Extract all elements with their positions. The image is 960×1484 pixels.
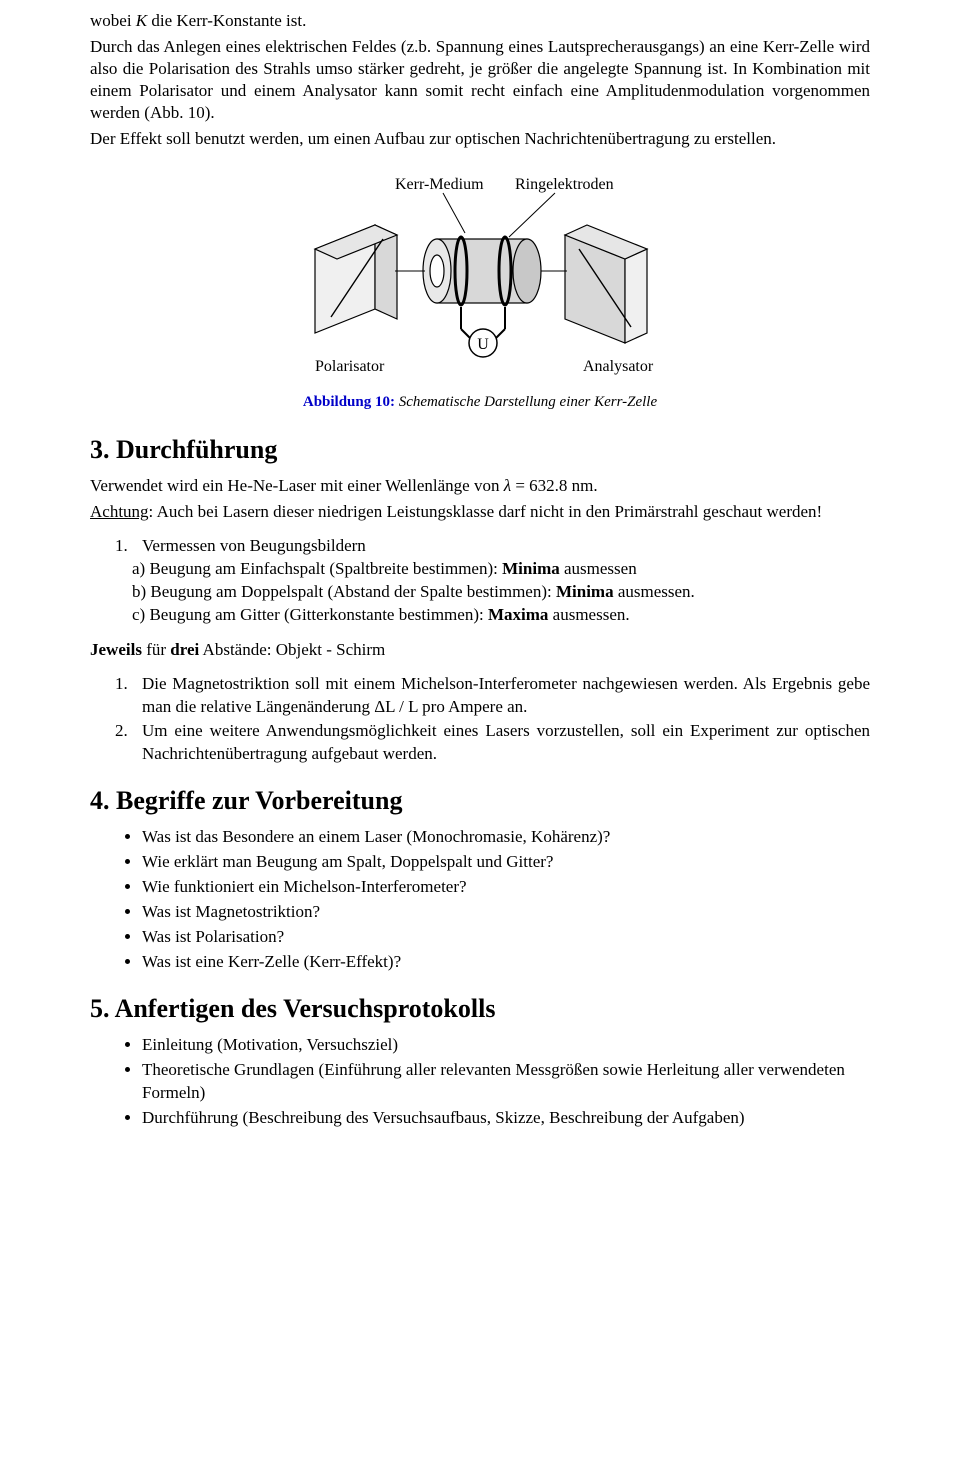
label-kerr-medium: Kerr-Medium [395,176,484,193]
section-5-title: 5. Anfertigen des Versuchsprotokolls [90,994,870,1024]
list-item: Wie erklärt man Beugung am Spalt, Doppel… [142,851,870,874]
text: = 632.8 nm. [511,476,598,495]
section-3-p1: Verwendet wird ein He-Ne-Laser mit einer… [90,475,870,497]
u-label: U [477,336,489,353]
list-item: Um eine weitere Anwendungsmöglichkeit ei… [132,720,870,766]
achtung-label: Achtung [90,502,149,521]
label-analysator: Analysator [583,358,654,375]
bold-minima: Minima [502,559,560,578]
text: pro Ampere an. [418,697,528,716]
lambda-symbol: λ [504,476,511,495]
list-item: Was ist Polarisation? [142,926,870,949]
intro-paragraph-3: Der Effekt soll benutzt werden, um einen… [90,128,870,150]
section-3-list-1: Vermessen von Beugungsbildern a) Beugung… [90,535,870,627]
text: ausmessen. [614,582,695,601]
list-item: Theoretische Grundlagen (Einführung alle… [142,1059,870,1105]
bold-minima: Minima [556,582,614,601]
kerr-cell-diagram-icon: U Kerr-Medium Ringelektroden Polarisator… [265,169,695,379]
intro-line-1: wobei K die Kerr-Konstante ist. [90,10,870,32]
page: wobei K die Kerr-Konstante ist. Durch da… [0,0,960,1484]
list-item: Einleitung (Motivation, Versuchsziel) [142,1034,870,1057]
bold-maxima: Maxima [488,605,548,624]
text: ausmessen. [548,605,629,624]
text: b) Beugung am Doppelspalt (Abstand der S… [132,582,556,601]
section-3-midline: Jeweils für drei Abstände: Objekt - Schi… [90,639,870,661]
text: Vermessen von Beugungsbildern [142,536,366,555]
text: ausmessen [560,559,637,578]
list-item: Durchführung (Beschreibung des Versuchsa… [142,1107,870,1130]
sublist: a) Beugung am Einfachspalt (Spaltbreite … [132,558,870,627]
list-item: Was ist Magnetostriktion? [142,901,870,924]
text: ΔL / L [374,697,418,716]
sub-c: c) Beugung am Gitter (Gitterkonstante be… [132,604,870,627]
text: die Kerr-Konstante ist. [147,11,306,30]
list-item: Die Magnetostriktion soll mit einem Mich… [132,673,870,719]
text: a) Beugung am Einfachspalt (Spaltbreite … [132,559,502,578]
label-polarisator: Polarisator [315,358,385,375]
sub-a: a) Beugung am Einfachspalt (Spaltbreite … [132,558,870,581]
section-4-title: 4. Begriffe zur Vorbereitung [90,786,870,816]
kerr-constant-symbol: K [136,11,147,30]
figure-caption: Abbildung 10: Schematische Darstellung e… [90,394,870,411]
text: c) Beugung am Gitter (Gitterkonstante be… [132,605,488,624]
section-5-list: Einleitung (Motivation, Versuchsziel) Th… [90,1034,870,1130]
text: wobei [90,11,136,30]
list-item: Wie funktioniert ein Michelson-Interfero… [142,876,870,899]
intro-paragraph-2: Durch das Anlegen eines elektrischen Fel… [90,36,870,124]
caption-body: Schematische Darstellung einer Kerr-Zell… [395,394,657,410]
section-3-title: 3. Durchführung [90,435,870,465]
list-item: Was ist eine Kerr-Zelle (Kerr-Effekt)? [142,951,870,974]
section-3-list-2: Die Magnetostriktion soll mit einem Mich… [90,673,870,767]
bold-drei: drei [170,640,199,659]
text: Verwendet wird ein He-Ne-Laser mit einer… [90,476,504,495]
sub-b: b) Beugung am Doppelspalt (Abstand der S… [132,581,870,604]
figure-kerr-zelle: U Kerr-Medium Ringelektroden Polarisator… [90,169,870,411]
caption-prefix: Abbildung 10: [303,394,395,410]
text: : Auch bei Lasern dieser niedrigen Leist… [149,502,823,521]
label-ringelektroden: Ringelektroden [515,176,614,193]
section-3-p2: Achtung: Auch bei Lasern dieser niedrige… [90,501,870,523]
text: Abstände: Objekt - Schirm [199,640,385,659]
section-4-list: Was ist das Besondere an einem Laser (Mo… [90,826,870,974]
list-item: Vermessen von Beugungsbildern a) Beugung… [132,535,870,627]
list-item: Was ist das Besondere an einem Laser (Mo… [142,826,870,849]
text: für [142,640,170,659]
bold-jeweils: Jeweils [90,640,142,659]
